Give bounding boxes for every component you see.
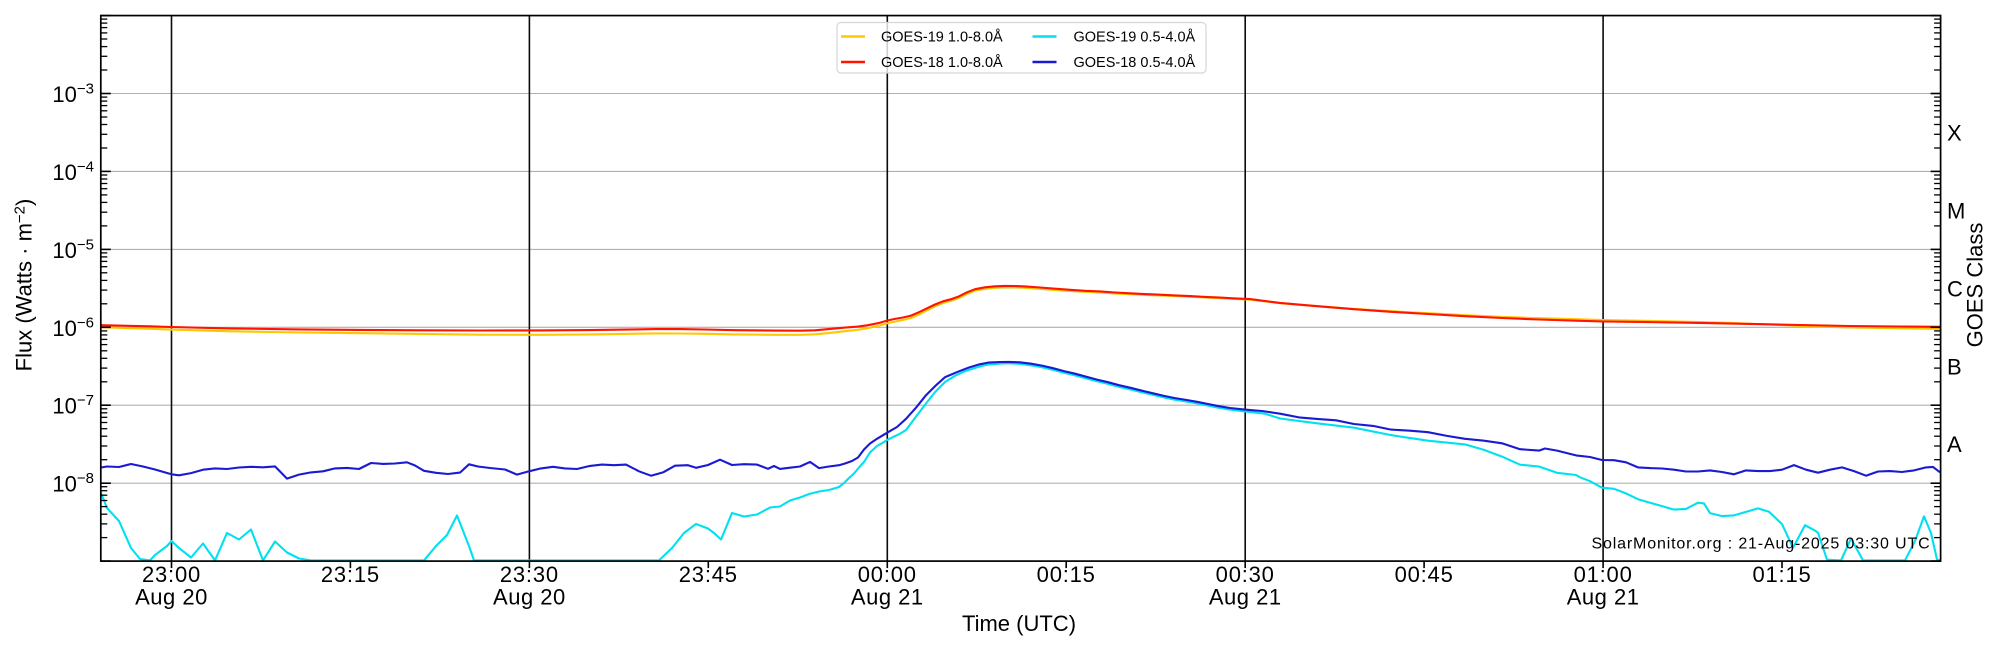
svg-text:SolarMonitor.org : 21-Aug-2025: SolarMonitor.org : 21-Aug-2025 03:30 UTC bbox=[1591, 536, 1930, 553]
svg-text:00:15: 00:15 bbox=[1037, 562, 1096, 587]
svg-text:01:00: 01:00 bbox=[1574, 562, 1633, 587]
svg-text:00:00: 00:00 bbox=[858, 562, 917, 587]
svg-text:GOES Class: GOES Class bbox=[1963, 223, 1988, 348]
svg-text:23:30: 23:30 bbox=[500, 562, 559, 587]
svg-text:M: M bbox=[1947, 198, 1965, 223]
svg-text:Flux (Watts · m−2): Flux (Watts · m−2) bbox=[12, 199, 37, 372]
svg-text:Aug 21: Aug 21 bbox=[851, 585, 924, 610]
svg-text:00:45: 00:45 bbox=[1395, 562, 1454, 587]
svg-text:C: C bbox=[1947, 276, 1963, 301]
svg-text:01:15: 01:15 bbox=[1752, 562, 1811, 587]
svg-text:Aug 21: Aug 21 bbox=[1567, 585, 1640, 610]
svg-text:GOES-19 0.5-4.0Å: GOES-19 0.5-4.0Å bbox=[1074, 29, 1196, 46]
svg-text:B: B bbox=[1947, 354, 1962, 379]
svg-text:GOES-18 0.5-4.0Å: GOES-18 0.5-4.0Å bbox=[1074, 54, 1196, 71]
svg-text:23:45: 23:45 bbox=[679, 562, 738, 587]
svg-text:Aug 21: Aug 21 bbox=[1209, 585, 1282, 610]
svg-text:GOES-18 1.0-8.0Å: GOES-18 1.0-8.0Å bbox=[881, 54, 1003, 71]
svg-text:23:15: 23:15 bbox=[321, 562, 380, 587]
svg-text:Aug 20: Aug 20 bbox=[135, 585, 208, 610]
svg-text:X: X bbox=[1947, 121, 1962, 146]
svg-text:23:00: 23:00 bbox=[142, 562, 201, 587]
svg-text:Time (UTC): Time (UTC) bbox=[962, 611, 1076, 636]
svg-text:A: A bbox=[1947, 432, 1962, 457]
svg-text:GOES-19 1.0-8.0Å: GOES-19 1.0-8.0Å bbox=[881, 29, 1003, 46]
svg-text:10−4: 10−4 bbox=[52, 158, 94, 185]
svg-text:Aug 20: Aug 20 bbox=[493, 585, 566, 610]
svg-text:00:30: 00:30 bbox=[1216, 562, 1275, 587]
